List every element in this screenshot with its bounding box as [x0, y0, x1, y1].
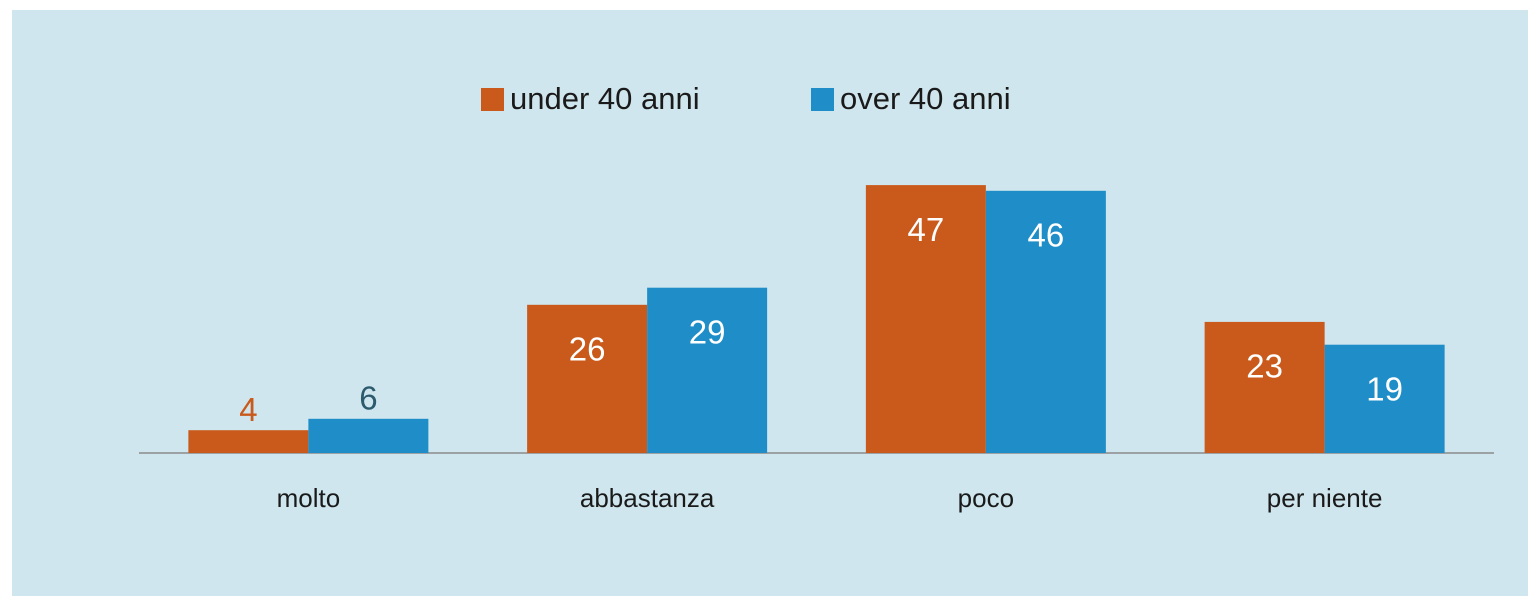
legend-swatch	[811, 88, 834, 111]
x-tick-label: abbastanza	[580, 483, 715, 513]
bar	[188, 430, 309, 453]
data-label: 23	[1246, 348, 1283, 385]
data-label: 26	[569, 331, 606, 368]
data-label: 29	[689, 313, 726, 350]
data-label: 47	[908, 211, 945, 248]
bar	[308, 418, 429, 453]
x-tick-label: per niente	[1267, 483, 1383, 513]
legend-swatch	[481, 88, 504, 111]
data-label: 19	[1366, 370, 1403, 407]
bar	[1324, 344, 1445, 453]
chart-background	[12, 10, 1528, 596]
bar	[985, 190, 1106, 454]
data-label: 4	[239, 391, 257, 428]
data-label: 6	[359, 380, 377, 417]
bar	[865, 185, 986, 453]
x-tick-label: poco	[958, 483, 1014, 513]
bar	[1204, 321, 1325, 453]
legend-label: under 40 anni	[510, 81, 700, 116]
bar	[647, 287, 768, 453]
legend-label: over 40 anni	[840, 81, 1011, 116]
x-tick-label: molto	[277, 483, 341, 513]
data-label: 46	[1028, 217, 1065, 254]
bar	[527, 304, 648, 453]
